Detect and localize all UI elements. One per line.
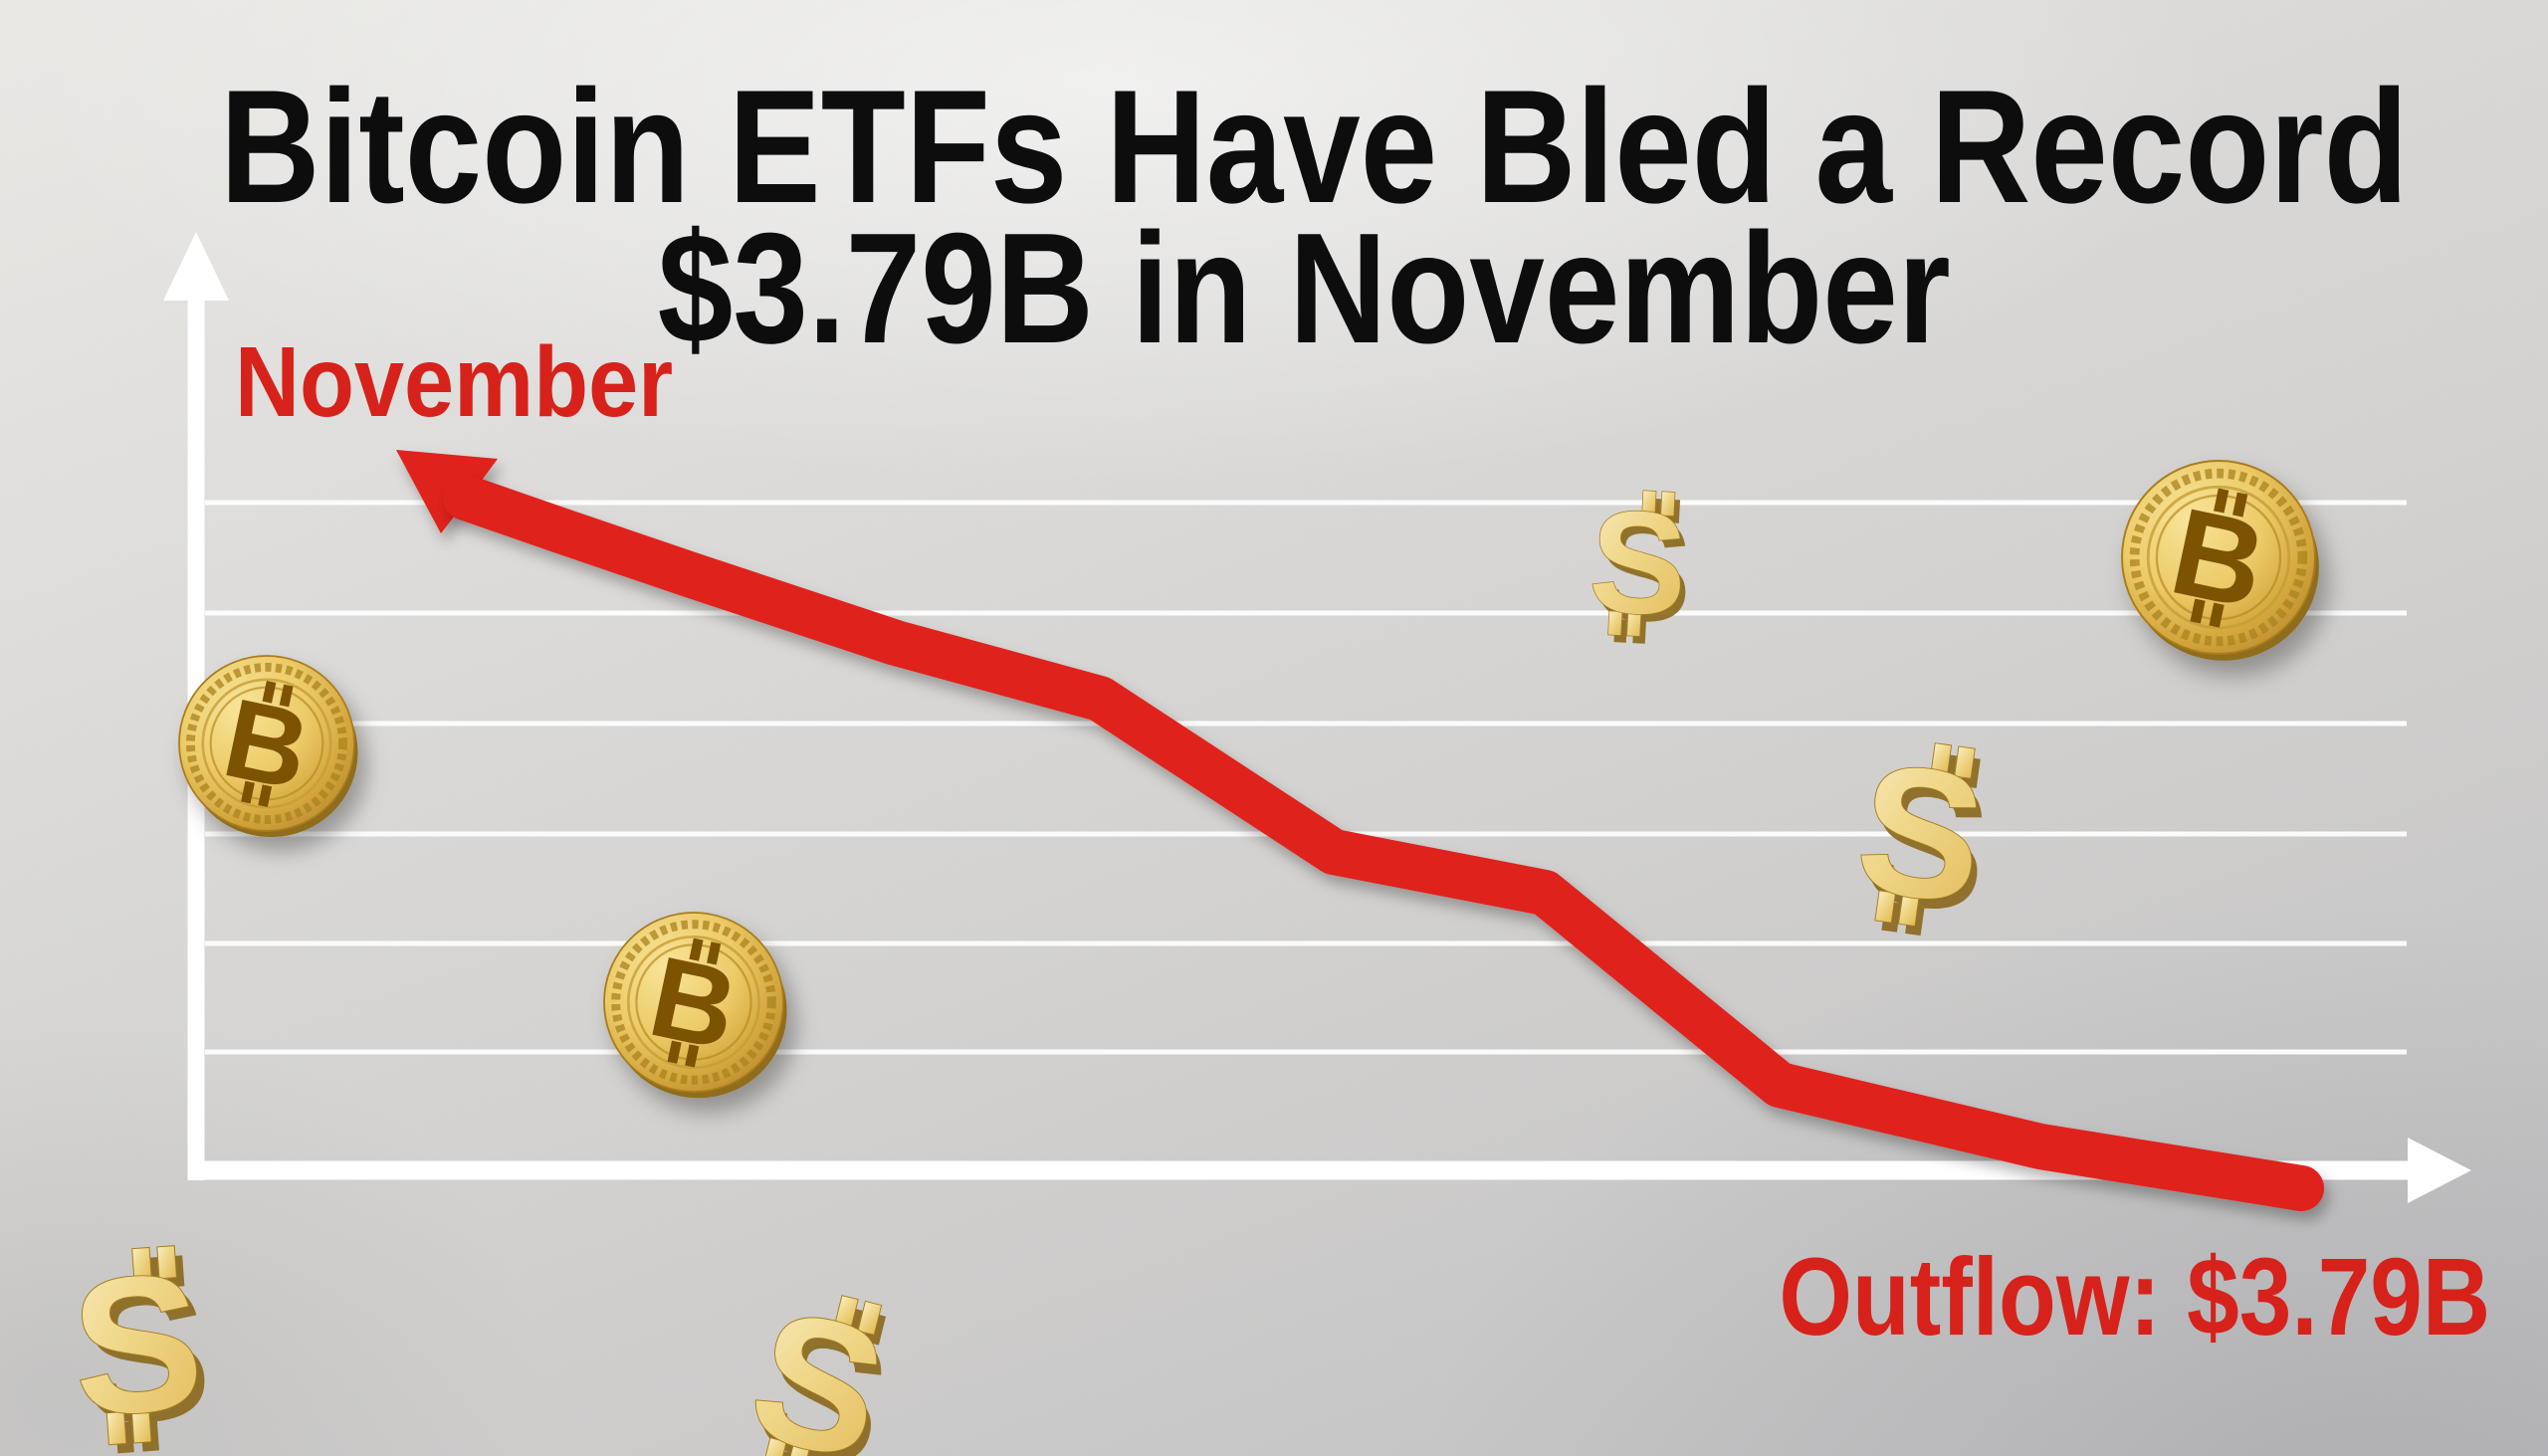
dollar-sign-icon: [1585, 478, 1698, 655]
dollar-sign-icon: [64, 1231, 219, 1456]
page-title-line2: $3.79B in November: [657, 201, 1951, 376]
trend-line: [443, 475, 2324, 1211]
y-axis-arrowhead: [163, 232, 229, 301]
bitcoin-coin-icon: [604, 913, 787, 1098]
outflow-value-label: Outflow: $3.79B: [1779, 1236, 2490, 1358]
page-title-line1: Bitcoin ETFs Have Bled a Record: [219, 57, 2409, 237]
x-axis-arrowhead: [2408, 1138, 2471, 1203]
bitcoin-coin-icon: [179, 656, 358, 837]
trend-start-label: November: [235, 326, 674, 438]
dollar-sign-icon: [1843, 722, 2005, 954]
bitcoin-coin-icon: [2122, 461, 2319, 661]
dollar-sign-icon: [730, 1269, 912, 1456]
